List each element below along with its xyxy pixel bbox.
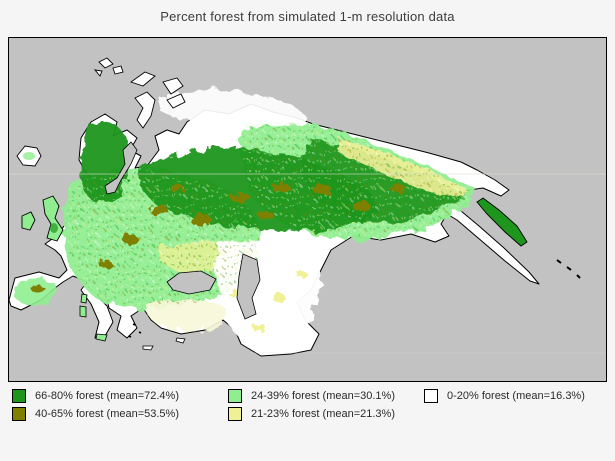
aegean-islets <box>128 323 142 338</box>
britain-forest-speck <box>50 223 58 233</box>
kuril-islands <box>556 259 581 279</box>
legend-swatch-0-20 <box>424 389 438 403</box>
legend-item-21-23: 21-23% forest (mean=21.3%) <box>228 407 395 421</box>
corsica-sardinia-islands <box>79 293 88 318</box>
figure-title: Percent forest from simulated 1-m resolu… <box>160 9 455 24</box>
legend-label-66-80: 66-80% forest (mean=72.4%) <box>35 390 179 402</box>
legend-label-21-23: 21-23% forest (mean=21.3%) <box>251 408 395 420</box>
svalbard-islands <box>93 57 124 77</box>
map-area <box>8 37 607 382</box>
legend-swatch-21-23 <box>228 407 242 421</box>
baltic-sea <box>104 141 138 195</box>
legend-item-24-39: 24-39% forest (mean=30.1%) <box>228 389 395 403</box>
crete-island <box>142 345 154 351</box>
legend-item-40-65: 40-65% forest (mean=53.5%) <box>12 407 179 421</box>
legend-item-66-80: 66-80% forest (mean=72.4%) <box>12 389 179 403</box>
lowforest-arctic-tundra-patch <box>159 90 311 128</box>
franz-josef-islands <box>130 71 184 95</box>
sicily-island <box>95 333 108 342</box>
legend-label-0-20: 0-20% forest (mean=16.3%) <box>447 390 585 402</box>
legend-label-40-65: 40-65% forest (mean=53.5%) <box>35 408 179 420</box>
novaya-zemlya-islands <box>134 91 186 129</box>
cyprus-island <box>175 337 186 344</box>
legend-swatch-24-39 <box>228 389 242 403</box>
iceland-forest-speck <box>23 152 35 160</box>
legend-item-0-20: 0-20% forest (mean=16.3%) <box>424 389 585 403</box>
lowforest-anatolia-patch <box>147 299 228 330</box>
caspian-sea <box>236 253 261 320</box>
forest-map <box>9 38 606 381</box>
legend-label-24-39: 24-39% forest (mean=30.1%) <box>251 390 395 402</box>
sakhalin-island <box>476 197 528 247</box>
forest-speckle-texture <box>69 124 472 308</box>
legend-swatch-66-80 <box>12 389 26 403</box>
britain-island <box>42 195 64 242</box>
ireland-island <box>21 211 36 231</box>
forest-olive-patches <box>32 183 405 294</box>
legend-swatch-40-65 <box>12 407 26 421</box>
islands-layer <box>16 57 581 351</box>
black-sea <box>166 270 217 295</box>
